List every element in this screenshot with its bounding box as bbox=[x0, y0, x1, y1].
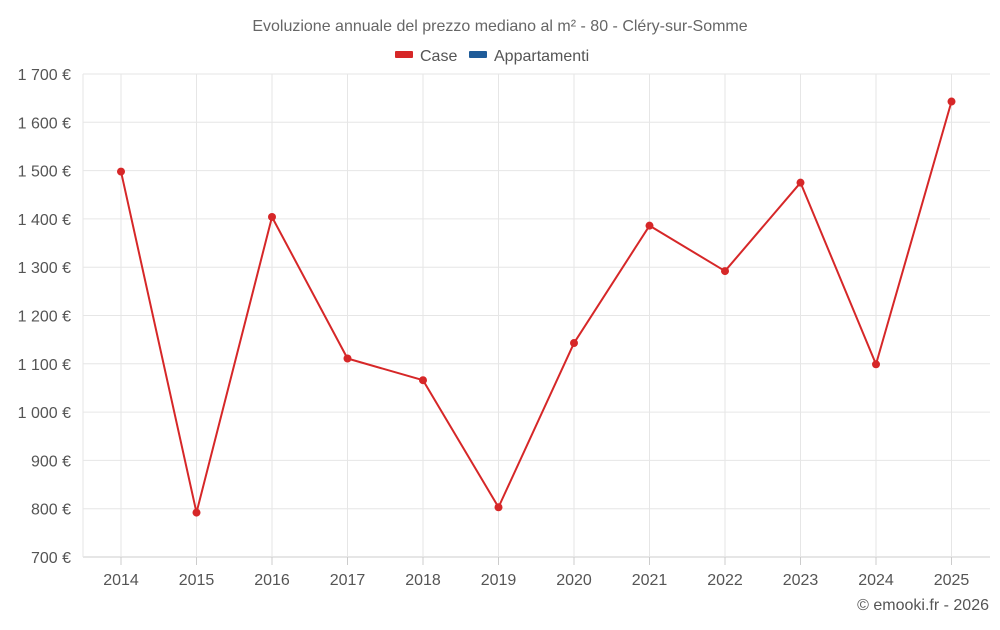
x-axis: 2014 2015 2016 2017 2018 2019 2020 2021 2022 2023… bbox=[103, 557, 969, 589]
y-tick-label: 1 000 € bbox=[18, 405, 71, 422]
y-tick-label: 1 500 € bbox=[18, 164, 71, 181]
legend-swatch-case bbox=[395, 51, 413, 58]
x-tick-label: 2015 bbox=[179, 572, 215, 589]
grid bbox=[82, 73, 990, 558]
x-tick-label: 2014 bbox=[103, 572, 139, 589]
y-tick-label: 1 400 € bbox=[18, 212, 71, 229]
chart-title: Evoluzione annuale del prezzo mediano al… bbox=[252, 18, 747, 35]
data-point[interactable] bbox=[947, 97, 956, 106]
x-tick-label: 2024 bbox=[858, 572, 894, 589]
legend: Case Appartamenti bbox=[395, 48, 589, 65]
x-tick-label: 2018 bbox=[405, 572, 441, 589]
data-point[interactable] bbox=[419, 376, 427, 385]
x-tick-label: 2017 bbox=[330, 572, 366, 589]
legend-label-case: Case bbox=[420, 48, 457, 65]
y-tick-label: 1 200 € bbox=[18, 309, 71, 326]
legend-swatch-appartamenti bbox=[469, 51, 487, 58]
data-point[interactable] bbox=[721, 267, 729, 276]
legend-item-case[interactable]: Case bbox=[395, 48, 457, 65]
data-point[interactable] bbox=[192, 508, 201, 517]
y-tick-label: 800 € bbox=[31, 502, 71, 519]
x-tick-label: 2023 bbox=[783, 572, 819, 589]
x-tick-label: 2020 bbox=[556, 572, 592, 589]
data-point[interactable] bbox=[645, 221, 654, 230]
y-tick-label: 700 € bbox=[31, 550, 71, 567]
data-point[interactable] bbox=[494, 503, 503, 512]
x-tick-label: 2025 bbox=[934, 572, 970, 589]
y-tick-label: 1 700 € bbox=[18, 67, 71, 84]
y-axis: 700 € 800 € 900 € 1 000 € 1 100 € 1 200 € 1 30… bbox=[18, 67, 71, 567]
data-point[interactable] bbox=[570, 339, 578, 348]
x-tick-label: 2022 bbox=[707, 572, 743, 589]
x-tick-label: 2021 bbox=[632, 572, 668, 589]
x-tick-label: 2019 bbox=[481, 572, 517, 589]
x-tick-label: 2016 bbox=[254, 572, 290, 589]
data-point[interactable] bbox=[796, 178, 805, 187]
series-line-case bbox=[120, 101, 953, 514]
data-point[interactable] bbox=[343, 354, 352, 363]
data-point[interactable] bbox=[872, 360, 880, 369]
legend-label-appartamenti: Appartamenti bbox=[494, 48, 589, 65]
y-tick-label: 1 100 € bbox=[18, 357, 71, 374]
legend-item-appartamenti[interactable]: Appartamenti bbox=[469, 48, 589, 65]
series-layer bbox=[117, 97, 956, 517]
y-tick-label: 1 600 € bbox=[18, 115, 71, 132]
data-point[interactable] bbox=[117, 167, 125, 176]
data-point[interactable] bbox=[268, 212, 276, 221]
y-tick-label: 1 300 € bbox=[18, 260, 71, 277]
footer-credit: © emooki.fr - 2026 bbox=[857, 597, 989, 614]
y-tick-label: 900 € bbox=[31, 453, 71, 470]
